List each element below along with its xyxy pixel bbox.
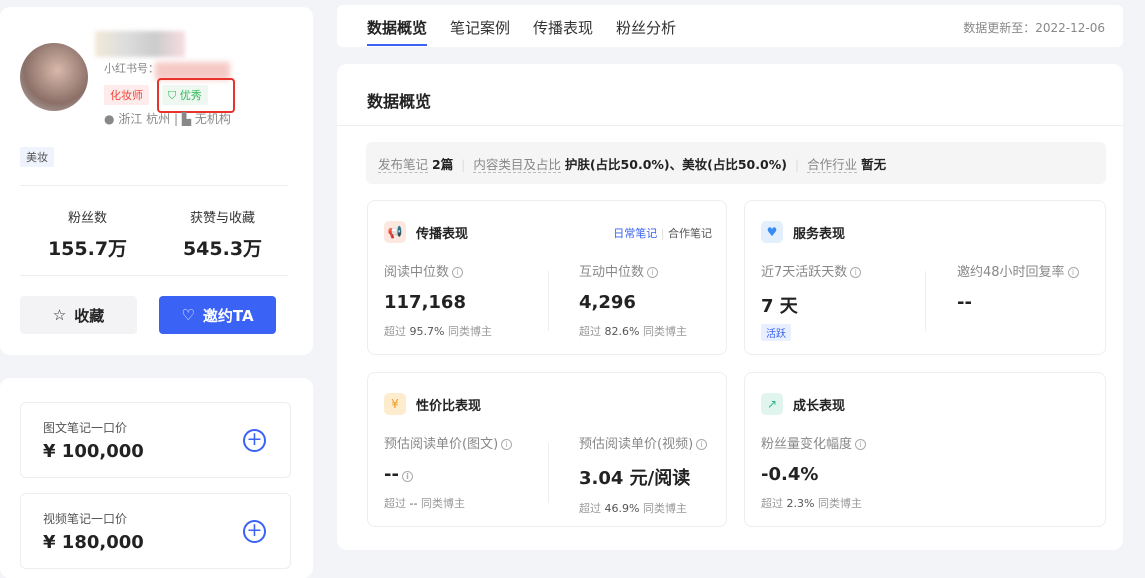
cost-card: ¥ 性价比表现 预估阅读单价(图文) i -- i 超过 -- 同类博主 预估阅读单价(… (367, 372, 727, 527)
service-card: ♥ 服务表现 近7天活跃天数 i 7 天活跃 邀约48小时回复率 i -- (744, 200, 1106, 355)
interaction-median: 互动中位数 i 4,296 超过 82.6% 同类博主 (579, 265, 687, 338)
yen-icon: ¥ (384, 393, 406, 415)
price-video-note: 视频笔记一口价 ¥ 180,000 + (20, 493, 291, 569)
overview-panel: 数据概览 发布笔记 2篇 | 内容类目及占比 护肤(占比50.0%)、美妆(占比… (337, 64, 1123, 550)
overview-title: 数据概览 (367, 92, 432, 111)
video-read-price: 预估阅读单价(视频) i 3.04 元/阅读 超过 46.9% 同类博主 (579, 433, 708, 516)
update-time: 数据更新至：2022-12-06 (963, 21, 1105, 35)
growth-card: ↗ 成长表现 粉丝量变化幅度 i -0.4% 超过 2.3% 同类博主 (744, 372, 1106, 527)
daily-notes-toggle[interactable]: 日常笔记 (613, 227, 658, 240)
tab-overview[interactable]: 数据概览 (367, 19, 428, 37)
price-image-note: 图文笔记一口价 ¥ 100,000 + (20, 402, 291, 478)
favorite-button[interactable]: ☆ 收藏 (20, 296, 137, 334)
username-blurred (95, 31, 185, 57)
category-tag: 美妆 (20, 147, 54, 167)
highlight-box (157, 78, 235, 113)
invite-button[interactable]: ♡ 邀约TA (159, 296, 276, 334)
likes-count: 545.3万 (182, 238, 263, 260)
tabs-bar: 数据概览 笔记案例 传播表现 粉丝分析 数据更新至：2022-12-06 (337, 5, 1123, 47)
read-median: 阅读中位数 i 117,168 超过 95.7% 同类博主 (384, 265, 492, 338)
likes-label: 获赞与收藏 (189, 211, 255, 226)
location-pin-icon: ● (104, 112, 115, 126)
add-icon[interactable]: + (243, 429, 266, 452)
image-read-price: 预估阅读单价(图文) i -- i 超过 -- 同类博主 (384, 433, 513, 511)
role-tag: 化妆师 (104, 85, 149, 105)
megaphone-icon: 📢 (384, 221, 406, 243)
active-days: 近7天活跃天数 i 7 天活跃 (761, 261, 862, 341)
star-icon: ☆ (52, 306, 67, 324)
xhs-id-label: 小红书号： (104, 62, 159, 75)
reply-rate: 邀约48小时回复率 i -- (957, 261, 1079, 313)
heart-handshake-icon: ♥ (761, 221, 783, 243)
coop-notes-toggle[interactable]: 合作笔记 (668, 227, 712, 240)
avatar (20, 43, 88, 111)
xhs-id-blurred (155, 62, 230, 80)
growth-chart-icon: ↗ (761, 393, 783, 415)
tab-spread[interactable]: 传播表现 (533, 19, 594, 37)
profile-card: 小红书号： 化妆师 ⛉ 优秀 ● 浙江 杭州 | ▙ 无机构 美妆 粉丝数 15… (0, 7, 313, 355)
price-card: 图文笔记一口价 ¥ 100,000 + 视频笔记一口价 ¥ 180,000 + (0, 378, 313, 578)
tab-note-cases[interactable]: 笔记案例 (450, 19, 511, 37)
summary-bar: 发布笔记 2篇 | 内容类目及占比 护肤(占比50.0%)、美妆(占比50.0%… (366, 142, 1106, 184)
spread-card: 📢 传播表现 日常笔记 | 合作笔记 阅读中位数 i 117,168 超过 95.7%… (367, 200, 727, 355)
heart-icon: ♡ (181, 306, 195, 324)
location: ● 浙江 杭州 | ▙ 无机构 (104, 112, 231, 126)
fans-label: 粉丝数 (67, 211, 107, 226)
building-icon: ▙ (181, 112, 192, 126)
quality-badge: ⛉ 优秀 (162, 85, 208, 105)
spread-title: 传播表现 (416, 227, 469, 242)
tab-fans[interactable]: 粉丝分析 (616, 19, 677, 37)
fans-change: 粉丝量变化幅度 i -0.4% 超过 2.3% 同类博主 (761, 433, 867, 511)
add-icon[interactable]: + (243, 520, 266, 543)
fans-count: 155.7万 (47, 238, 128, 260)
